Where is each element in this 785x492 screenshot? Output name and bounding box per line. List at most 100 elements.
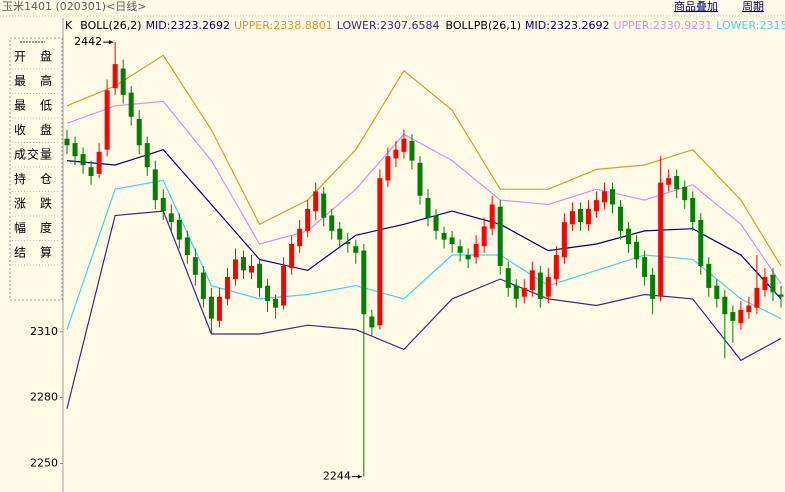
candle-body <box>593 200 599 212</box>
candle-body <box>144 143 150 168</box>
candle-body <box>650 274 656 299</box>
candle-body <box>305 208 311 231</box>
indicator-line <box>66 210 782 409</box>
candle-body <box>152 169 158 201</box>
candle-body <box>690 197 696 223</box>
legend-label: MID: <box>525 19 550 32</box>
candle-body <box>192 257 198 275</box>
candle-body <box>401 138 407 152</box>
legend-label: UPPER: <box>234 19 273 32</box>
indicator-line <box>66 54 782 267</box>
y-tick-label: 2280 <box>30 391 58 404</box>
side-label: 涨跌 <box>14 196 52 211</box>
candle-body <box>449 237 455 245</box>
legend-value: 2307.6584 <box>380 19 440 32</box>
candle-body <box>184 237 190 255</box>
candle-body <box>674 176 680 190</box>
candle-body <box>241 257 246 271</box>
candle-body <box>577 208 583 223</box>
candle-body <box>722 296 728 315</box>
candle-body <box>64 138 70 146</box>
period-link[interactable]: 周期 <box>742 0 764 13</box>
indicator-name: BOLL(26,2) <box>80 19 141 32</box>
candle-body <box>329 215 335 231</box>
y-tick-label: 2250 <box>30 456 58 469</box>
candle-body <box>770 274 776 293</box>
candle-body <box>610 189 616 205</box>
candle-body <box>473 244 479 258</box>
legend-value: 2323.2692 <box>170 19 230 32</box>
candle-body <box>706 263 712 288</box>
candle-body <box>112 64 118 89</box>
legend-value: 2323.2692 <box>550 19 610 32</box>
side-label: 收盘 <box>14 122 52 137</box>
candle-body <box>353 246 359 253</box>
y-tick-label: 2310 <box>30 325 58 338</box>
legend-value: 2315.6153 <box>759 19 785 32</box>
candle-body <box>513 285 519 299</box>
candle-body <box>249 265 255 273</box>
candle-body <box>425 197 431 218</box>
chart-prefix: K <box>65 19 73 32</box>
side-label: 开盘 <box>14 49 52 64</box>
candle-body <box>666 178 672 185</box>
candle-body <box>160 197 166 212</box>
indicator-line <box>66 100 782 284</box>
overlay-link[interactable]: 商品叠加 <box>674 0 718 13</box>
candle-body <box>682 186 688 201</box>
side-label: 持仓 <box>14 171 52 186</box>
candle-body <box>289 244 295 269</box>
candle-body <box>345 241 351 245</box>
candle-body <box>216 296 222 321</box>
candle-body <box>497 206 503 266</box>
candle-body <box>393 149 399 159</box>
legend-label: LOWER: <box>716 19 759 32</box>
candle-body <box>417 162 423 196</box>
candle-body <box>441 233 447 240</box>
candle-body <box>698 219 704 266</box>
candle-body <box>778 294 784 297</box>
indicator-line <box>66 149 782 300</box>
candle-body <box>561 222 567 258</box>
side-label: 结算 <box>14 245 52 260</box>
candle-body <box>585 208 591 225</box>
candle-body <box>80 154 86 166</box>
candle-body <box>634 241 640 260</box>
candle-body <box>505 268 511 288</box>
legend-value: 2330.9231 <box>653 19 713 32</box>
annotation-arrowhead <box>357 474 362 479</box>
annotation-label: 2244 <box>323 470 351 483</box>
candle-body <box>361 250 367 315</box>
side-label: 最高 <box>14 73 52 88</box>
candle-body <box>569 211 575 225</box>
candle-body <box>136 118 142 146</box>
candle-body <box>658 182 664 297</box>
candle-body <box>176 219 182 240</box>
candle-body <box>128 92 134 117</box>
candle-body <box>714 285 720 299</box>
candle-body <box>762 276 768 291</box>
candle-body <box>88 167 94 176</box>
legend-label: UPPER: <box>613 19 652 32</box>
candle-body <box>232 259 238 280</box>
candle-body <box>120 68 126 95</box>
candle-body <box>618 206 624 231</box>
candle-body <box>465 255 471 260</box>
candle-body <box>168 213 174 223</box>
candle-body <box>297 228 303 247</box>
candle-body <box>224 276 230 299</box>
candle-body <box>553 255 559 280</box>
indicator-name: BOLLPB(26,1) <box>446 19 522 32</box>
candle-body <box>208 296 214 319</box>
candle-body <box>730 312 736 321</box>
candle-body <box>257 263 263 288</box>
candle-body <box>377 178 383 326</box>
candle-body <box>602 191 607 203</box>
candle-body <box>489 204 495 229</box>
candle-body <box>321 193 327 218</box>
annotation-label: 2442 <box>74 35 102 48</box>
legend-label: LOWER: <box>337 19 380 32</box>
side-label: 成交量 <box>14 147 52 162</box>
